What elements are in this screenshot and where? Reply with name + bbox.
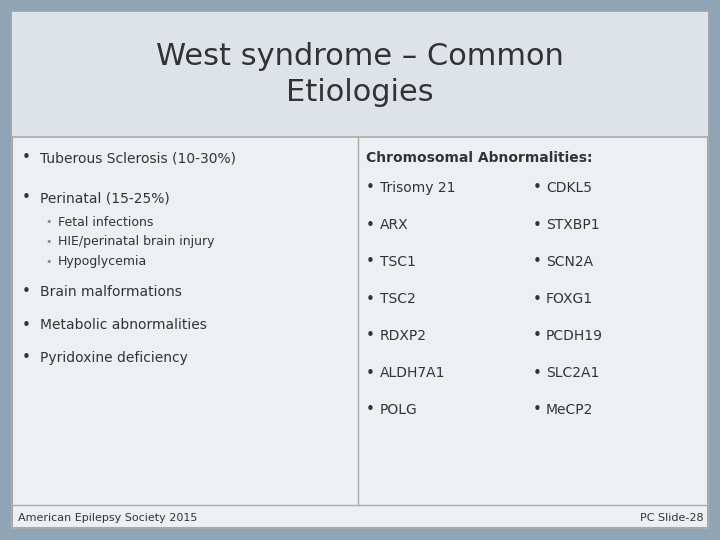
Text: MeCP2: MeCP2: [546, 403, 593, 417]
Text: •: •: [366, 328, 375, 343]
Text: •: •: [533, 180, 542, 195]
Text: •: •: [366, 402, 375, 417]
Text: •: •: [45, 257, 52, 267]
Text: Tuberous Sclerosis (10-30%): Tuberous Sclerosis (10-30%): [40, 151, 236, 165]
Text: RDXP2: RDXP2: [380, 329, 427, 343]
Text: •: •: [366, 180, 375, 195]
Text: Perinatal (15-25%): Perinatal (15-25%): [40, 191, 170, 205]
Text: •: •: [366, 218, 375, 233]
Text: Metabolic abnormalities: Metabolic abnormalities: [40, 318, 207, 332]
Text: Chromosomal Abnormalities:: Chromosomal Abnormalities:: [366, 151, 593, 165]
Text: TSC2: TSC2: [380, 292, 415, 306]
Text: •: •: [533, 254, 542, 269]
Text: •: •: [22, 151, 31, 165]
Text: SCN2A: SCN2A: [546, 255, 593, 269]
Text: •: •: [533, 328, 542, 343]
Text: POLG: POLG: [380, 403, 418, 417]
Text: •: •: [22, 350, 31, 366]
Text: Hypoglycemia: Hypoglycemia: [58, 255, 148, 268]
Text: Brain malformations: Brain malformations: [40, 285, 182, 299]
Text: American Epilepsy Society 2015: American Epilepsy Society 2015: [18, 513, 197, 523]
Text: HIE/perinatal brain injury: HIE/perinatal brain injury: [58, 235, 215, 248]
Text: TSC1: TSC1: [380, 255, 416, 269]
Text: SLC2A1: SLC2A1: [546, 366, 599, 380]
Text: PCDH19: PCDH19: [546, 329, 603, 343]
Text: •: •: [366, 254, 375, 269]
Text: PC Slide-28: PC Slide-28: [640, 513, 704, 523]
Text: CDKL5: CDKL5: [546, 181, 592, 195]
Text: •: •: [22, 318, 31, 333]
Text: •: •: [366, 292, 375, 307]
Text: Pyridoxine deficiency: Pyridoxine deficiency: [40, 351, 188, 365]
Text: •: •: [533, 402, 542, 417]
Text: •: •: [45, 237, 52, 247]
Text: FOXG1: FOXG1: [546, 292, 593, 306]
Text: STXBP1: STXBP1: [546, 218, 600, 232]
Text: ALDH7A1: ALDH7A1: [380, 366, 446, 380]
Text: ARX: ARX: [380, 218, 409, 232]
Text: •: •: [22, 191, 31, 206]
Text: •: •: [533, 366, 542, 381]
Text: Fetal infections: Fetal infections: [58, 215, 153, 228]
Bar: [12, 12, 708, 137]
Text: Etiologies: Etiologies: [286, 78, 434, 107]
Text: •: •: [533, 218, 542, 233]
Text: •: •: [22, 285, 31, 300]
Text: •: •: [45, 217, 52, 227]
Text: •: •: [366, 366, 375, 381]
Text: West syndrome – Common: West syndrome – Common: [156, 42, 564, 71]
Text: •: •: [533, 292, 542, 307]
Text: Trisomy 21: Trisomy 21: [380, 181, 456, 195]
